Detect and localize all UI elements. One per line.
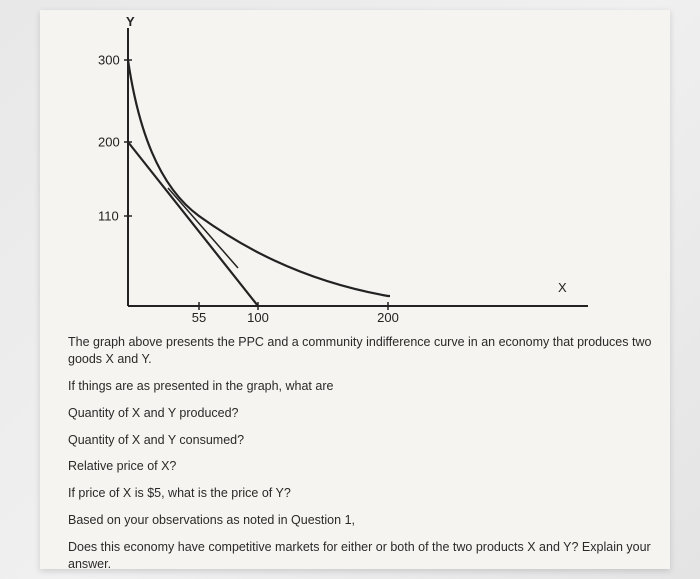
caption-text: The graph above presents the PPC and a c… xyxy=(68,334,652,368)
q2-competitive: Does this economy have competitive marke… xyxy=(68,539,652,573)
q-relative-price: Relative price of X? xyxy=(68,458,652,475)
question-text-block: The graph above presents the PPC and a c… xyxy=(68,334,652,573)
ppc-chart: Y 300 200 110 55 100 200 X xyxy=(68,18,588,328)
chart-svg xyxy=(68,18,588,328)
y-axis-label: Y xyxy=(126,14,135,29)
q-produced: Quantity of X and Y produced? xyxy=(68,405,652,422)
y-tick-110: 110 xyxy=(98,209,119,224)
x-tick-100: 100 xyxy=(247,310,269,325)
x-tick-200: 200 xyxy=(377,310,399,325)
page-background: Y 300 200 110 55 100 200 X xyxy=(0,0,700,579)
x-axis-label: X xyxy=(558,280,567,295)
tangent-segment xyxy=(168,188,238,268)
q-price-y: If price of X is $5, what is the price o… xyxy=(68,485,652,502)
y-tick-200: 200 xyxy=(98,135,120,150)
indifference-curve xyxy=(128,60,390,296)
q-consumed: Quantity of X and Y consumed? xyxy=(68,432,652,449)
q-intro: If things are as presented in the graph,… xyxy=(68,378,652,395)
q2-intro: Based on your observations as noted in Q… xyxy=(68,512,652,529)
document-paper: Y 300 200 110 55 100 200 X xyxy=(40,10,670,569)
y-tick-300: 300 xyxy=(98,53,120,68)
ppc-line xyxy=(128,142,258,306)
x-tick-55: 55 xyxy=(192,310,206,325)
